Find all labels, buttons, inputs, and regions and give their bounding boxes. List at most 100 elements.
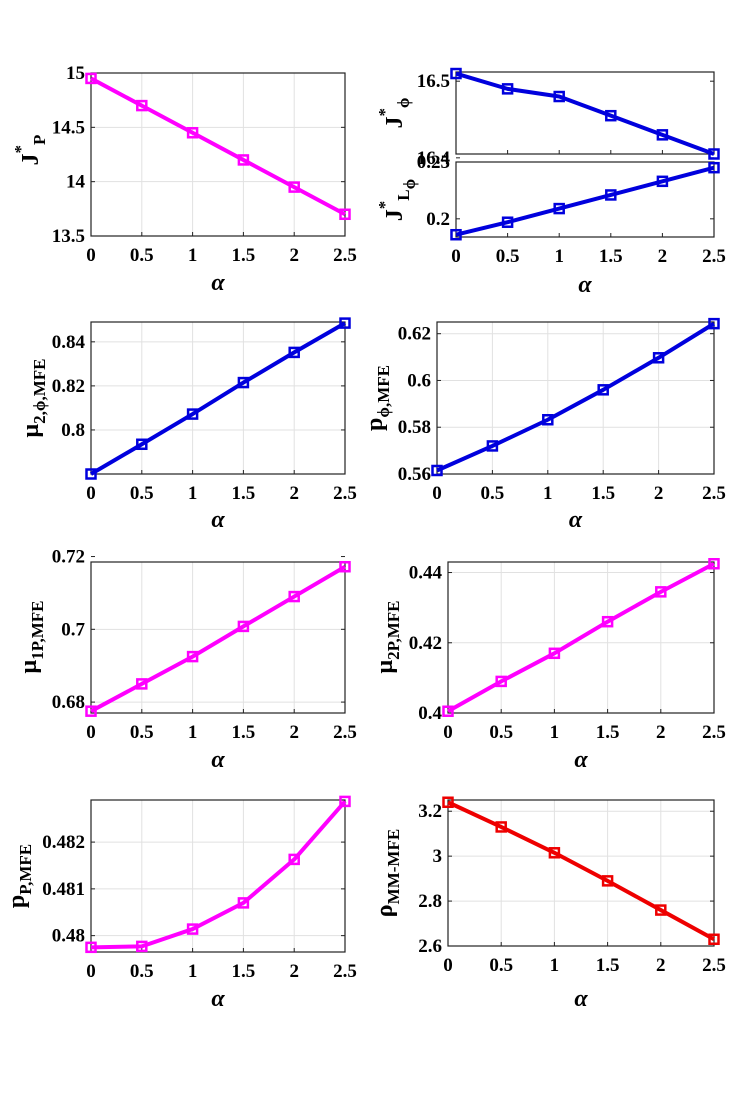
data-point-marker: [708, 317, 720, 330]
axes-frame: [90, 72, 346, 237]
data-point-marker: [237, 897, 250, 909]
x-tick-label: 2: [656, 955, 666, 976]
data-point-marker: [339, 795, 351, 808]
data-point-marker: [655, 904, 667, 916]
x-tick-label: 0.5: [496, 246, 520, 267]
x-tick-label: 0.5: [489, 722, 513, 743]
data-point-marker: [288, 590, 300, 603]
y-tick-label: 16.5: [417, 71, 450, 92]
x-tick-label: 1.5: [596, 722, 620, 743]
x-tick-label: 0.5: [130, 961, 154, 982]
data-point-marker: [186, 127, 199, 139]
axes-frame: [90, 321, 346, 475]
data-point-marker: [237, 620, 250, 633]
y-tick-label: 15: [66, 63, 85, 84]
data-point-marker: [605, 109, 617, 122]
series-line: [90, 76, 346, 217]
panel-mu2P: 0.4 0.42 0.44 0 0.5 1 1.5 2 2.5 α μ2P,MFE: [372, 558, 726, 773]
x-tick-label: 1.5: [232, 961, 256, 982]
x-axis-label: α: [578, 272, 592, 298]
y-tick-label: 2.6: [418, 936, 442, 957]
data-point-marker: [708, 148, 720, 160]
data-point-marker: [708, 161, 720, 174]
data-point-marker: [501, 216, 514, 228]
x-axis-label: α: [211, 507, 225, 533]
series-line: [436, 321, 716, 473]
x-axis-label: α: [569, 507, 583, 533]
x-tick-label: 2: [658, 246, 668, 267]
y-axis-label: J*Lϕ: [375, 179, 419, 221]
x-tick-label: 0.5: [481, 483, 505, 504]
y-tick-label: 0.44: [409, 563, 443, 584]
y-tick-label: 14: [66, 172, 86, 193]
y-tick-label: 0.481: [42, 879, 85, 900]
data-point-marker: [450, 228, 462, 241]
y-axis-label: J*ϕ: [375, 97, 413, 128]
y-axis-label: ρMM-MFE: [372, 829, 403, 917]
panel-JP: 13.5 14 14.5 15 0 0.5 1 1.5 2 2.5 α J*P: [11, 63, 357, 296]
panel-pphi: 0.56 0.58 0.6 0.62 0 0.5 1 1.5 2 2.5 α pϕ,MFE: [362, 317, 726, 533]
data-point-marker: [652, 352, 665, 364]
x-tick-label: 0.5: [130, 245, 154, 266]
data-point-marker: [237, 376, 250, 389]
x-tick-label: 0: [443, 955, 453, 976]
data-point-marker: [486, 440, 499, 452]
x-tick-label: 2.5: [333, 483, 357, 504]
series-line: [90, 800, 347, 950]
y-tick-label: 0.8: [61, 420, 85, 441]
data-point-marker: [288, 181, 300, 193]
x-tick-label: 2: [289, 722, 299, 743]
x-tick-label: 2.5: [333, 245, 357, 266]
panel-rho: 2.6 2.8 3 3.2 0 0.5 1 1.5 2 2.5 α ρMM-MFE: [372, 796, 726, 1012]
series-line: [455, 165, 715, 237]
y-tick-label: 0.56: [398, 464, 431, 485]
x-axis-label: α: [574, 747, 588, 773]
data-point-marker: [442, 705, 454, 717]
axes-frame: [90, 799, 346, 953]
x-tick-label: 1.5: [599, 246, 623, 267]
y-axis-label: μ2,ϕ,MFE: [18, 359, 49, 438]
y-tick-label: 0.62: [398, 324, 431, 345]
data-point-marker: [442, 796, 454, 808]
data-point-marker: [85, 941, 97, 954]
data-point-marker: [553, 202, 565, 215]
data-point-marker: [656, 175, 669, 188]
y-tick-label: 0.25: [417, 152, 450, 173]
x-tick-label: 2: [289, 961, 299, 982]
data-point-marker: [548, 647, 561, 660]
y-tick-label: 0.48: [52, 926, 85, 947]
y-tick-label: 0.42: [409, 633, 442, 654]
x-tick-label: 1: [188, 961, 198, 982]
data-point-marker: [186, 408, 199, 420]
plot-area: [91, 800, 345, 952]
panel-Jphi: 16.4 16.5J*ϕ: [375, 67, 720, 169]
y-tick-label: 14.5: [52, 117, 85, 138]
x-tick-label: 0: [86, 961, 96, 982]
y-tick-label: 13.5: [52, 226, 85, 247]
x-axis-label: α: [574, 986, 588, 1012]
x-tick-label: 1.5: [232, 722, 256, 743]
y-tick-label: 16.4: [417, 148, 451, 169]
x-tick-label: 1: [188, 483, 198, 504]
x-tick-label: 0: [86, 722, 96, 743]
panel-mu1P: 0.68 0.7 0.72 0 0.5 1 1.5 2 2.5 α μ1P,MFE: [16, 547, 357, 773]
data-point-marker: [136, 438, 148, 451]
x-tick-label: 1: [543, 483, 553, 504]
y-tick-label: 3.2: [418, 801, 442, 822]
panel-mu2phi: 0.8 0.82 0.84 0 0.5 1 1.5 2 2.5 α μ2,ϕ,MFE: [18, 317, 357, 533]
panel-JLphi: 0.2 0.25 0 0.5 1 1.5 2 2.5 α J*Lϕ: [375, 152, 726, 298]
y-axis-label: μ2P,MFE: [372, 601, 403, 674]
data-point-marker: [85, 468, 97, 480]
data-point-marker: [186, 650, 199, 663]
data-point-marker: [708, 933, 720, 946]
data-point-marker: [237, 154, 250, 166]
y-tick-label: 3: [433, 846, 443, 867]
x-tick-label: 1.5: [591, 483, 615, 504]
y-axis-label: μ1P,MFE: [16, 601, 47, 674]
series-line: [447, 800, 715, 942]
x-tick-label: 2: [289, 483, 299, 504]
x-tick-label: 2.5: [702, 246, 726, 267]
x-tick-label: 0.5: [130, 483, 154, 504]
